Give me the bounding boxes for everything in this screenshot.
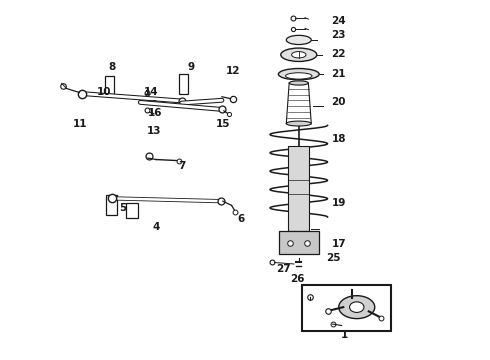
Ellipse shape — [286, 35, 311, 45]
Text: 12: 12 — [226, 66, 240, 76]
Text: 15: 15 — [216, 118, 231, 129]
Text: 2: 2 — [315, 287, 322, 297]
Text: 23: 23 — [331, 30, 346, 40]
Text: 5: 5 — [119, 203, 126, 213]
Bar — [302, 285, 391, 331]
Text: 3: 3 — [328, 310, 335, 320]
Text: 16: 16 — [148, 108, 163, 118]
Bar — [179, 74, 188, 94]
Text: 6: 6 — [238, 214, 245, 224]
Bar — [126, 203, 138, 218]
Text: 20: 20 — [331, 98, 346, 107]
Text: 13: 13 — [147, 126, 161, 136]
Text: 19: 19 — [331, 198, 346, 208]
Bar — [105, 76, 114, 94]
Ellipse shape — [278, 68, 319, 80]
Text: 18: 18 — [331, 134, 346, 144]
Ellipse shape — [292, 51, 306, 58]
Text: 4: 4 — [153, 221, 160, 231]
Text: 21: 21 — [331, 69, 346, 79]
Text: 14: 14 — [144, 87, 159, 97]
Text: 25: 25 — [326, 253, 340, 262]
Text: 17: 17 — [331, 239, 346, 248]
Text: 8: 8 — [108, 62, 115, 72]
Text: 10: 10 — [97, 87, 112, 97]
Bar — [288, 147, 309, 231]
Text: 11: 11 — [73, 118, 88, 129]
Bar — [279, 231, 319, 254]
Text: 27: 27 — [276, 264, 291, 274]
Ellipse shape — [286, 121, 311, 126]
Text: 22: 22 — [331, 49, 346, 59]
Ellipse shape — [289, 81, 308, 85]
Text: 26: 26 — [291, 274, 305, 284]
Text: 9: 9 — [187, 62, 195, 72]
Text: 24: 24 — [331, 16, 346, 26]
Text: 7: 7 — [178, 161, 185, 171]
Bar — [106, 195, 117, 215]
Ellipse shape — [281, 48, 317, 62]
Ellipse shape — [286, 73, 312, 79]
Text: 1: 1 — [341, 330, 348, 340]
Ellipse shape — [339, 296, 375, 319]
Ellipse shape — [349, 302, 364, 312]
